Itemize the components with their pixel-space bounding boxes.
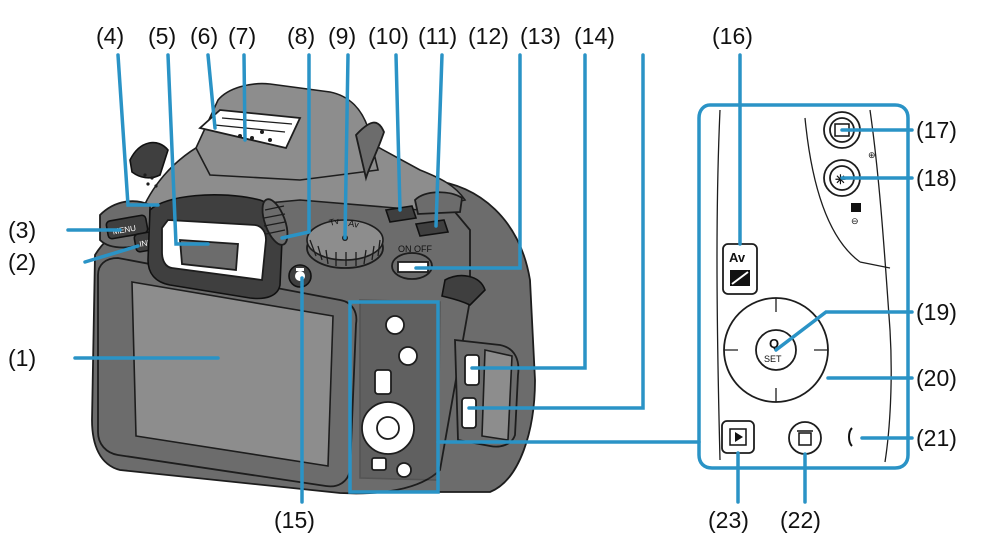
callout-18: (18) [916, 165, 957, 191]
callout-13: (13) [520, 23, 561, 49]
callout-9: (9) [328, 23, 356, 49]
callout-23: (23) [708, 507, 749, 533]
power-switch[interactable]: ON OFF [391, 244, 433, 280]
svg-text:ON OFF: ON OFF [398, 244, 432, 254]
index-icon [851, 203, 861, 212]
callout-1: (1) [8, 345, 36, 371]
trash-icon [798, 432, 812, 446]
q-icon: Q [769, 336, 779, 351]
callout-2: (2) [8, 249, 36, 275]
live-view-button[interactable] [288, 264, 312, 288]
callout-14: (14) [574, 23, 615, 49]
callout-6: (6) [190, 23, 218, 49]
callout-15: (15) [274, 507, 315, 533]
af-button[interactable] [384, 205, 418, 223]
callout-16: (16) [712, 23, 753, 49]
callout-8: (8) [287, 23, 315, 49]
viewfinder-eyepiece [179, 239, 239, 271]
leader-lines [66, 53, 914, 504]
callout-4: (4) [96, 23, 124, 49]
callout-17: (17) [916, 117, 957, 143]
svg-text:Av: Av [729, 250, 746, 265]
playback-button[interactable] [721, 420, 755, 454]
callout-20: (20) [916, 365, 957, 391]
ae-lock-icon: ✳ [835, 172, 846, 187]
zoom-out-icon: ⊖ [851, 216, 859, 226]
zoom-in-icon: ⊕ [868, 150, 876, 160]
callout-5: (5) [148, 23, 176, 49]
callout-11: (11) [418, 23, 457, 49]
terminal-cover [454, 338, 520, 448]
callout-19: (19) [916, 299, 957, 325]
callout-12: (12) [468, 23, 509, 49]
body-button-column [359, 299, 441, 481]
camera-body: MENU INFO [91, 82, 536, 495]
menu-button[interactable]: MENU [105, 214, 149, 240]
terminal-port-upper [464, 354, 480, 386]
svg-text:SET: SET [764, 354, 782, 364]
terminal-port-lower [461, 397, 477, 429]
callout-21: (21) [916, 425, 957, 451]
zoom-inset: Av ⊕ ✳ ⊖ Q SET [697, 103, 910, 470]
eyecup [147, 194, 283, 300]
diopter-adjustment-knob[interactable] [257, 196, 292, 248]
svg-text:Tv: Tv [328, 216, 341, 228]
lcd-screen [131, 281, 334, 467]
svg-text:Av: Av [348, 218, 360, 230]
av-exposure-compensation-button[interactable]: Av [722, 243, 758, 295]
erase-button[interactable] [788, 421, 822, 455]
play-icon [735, 432, 743, 442]
callout-10: (10) [368, 23, 409, 49]
callout-7: (7) [228, 23, 256, 49]
callout-22: (22) [780, 507, 821, 533]
access-lamp [848, 427, 853, 447]
callout-labels: (1) (2) (3) (4) (5) (6) (7) (8) (9) (10)… [8, 23, 957, 533]
callout-3: (3) [8, 217, 36, 243]
inset-source-frame [348, 300, 440, 494]
svg-text:MENU: MENU [112, 224, 137, 237]
